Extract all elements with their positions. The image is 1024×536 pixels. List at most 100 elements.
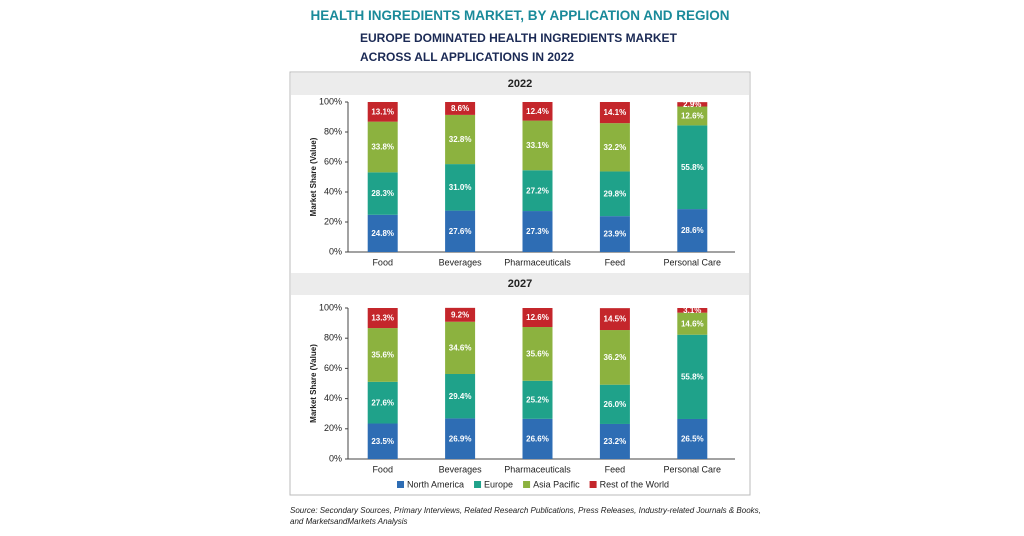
- data-label: 35.6%: [371, 351, 394, 360]
- bar-segment: [599, 123, 630, 172]
- data-label: 26.6%: [526, 435, 549, 444]
- data-label: 28.6%: [681, 226, 704, 235]
- legend-swatch: [474, 481, 482, 488]
- bar-segment: [522, 418, 553, 459]
- chart-header: [291, 73, 749, 95]
- x-tick-label: Beverages: [439, 464, 483, 474]
- y-axis-label: Market Share (Value): [309, 137, 318, 216]
- data-label: 14.1%: [604, 108, 627, 117]
- bar-segment: [522, 120, 553, 171]
- y-tick-label: 60%: [324, 156, 342, 166]
- bar-segment: [522, 308, 553, 328]
- y-tick-label: 100%: [319, 302, 342, 312]
- data-label: 2.9%: [683, 100, 701, 109]
- bar-segment: [599, 423, 630, 459]
- bar-segment: [367, 214, 398, 252]
- bar-segment: [599, 330, 630, 385]
- chart-title: 2022: [508, 78, 532, 90]
- x-tick-label: Beverages: [439, 257, 483, 267]
- data-label: 12.4%: [526, 107, 549, 116]
- data-label: 28.3%: [371, 189, 394, 198]
- y-tick-label: 0%: [329, 453, 342, 463]
- data-label: 9.2%: [451, 310, 469, 319]
- data-label: 12.6%: [681, 112, 704, 121]
- bar-segment: [599, 102, 630, 124]
- data-label: 23.5%: [371, 437, 394, 446]
- bar-segment: [599, 308, 630, 331]
- data-label: 27.6%: [371, 398, 394, 407]
- data-label: 29.8%: [604, 189, 627, 198]
- data-label: 33.1%: [526, 141, 549, 150]
- chart-title: 2027: [508, 278, 532, 290]
- bar-segment: [522, 102, 553, 121]
- data-label: 8.6%: [451, 104, 469, 113]
- legend-swatch: [397, 481, 404, 488]
- legend-label: Asia Pacific: [533, 479, 580, 489]
- bar-segment: [367, 121, 398, 173]
- bar-segment: [445, 307, 476, 322]
- bar-segment: [599, 171, 630, 217]
- y-tick-label: 80%: [324, 126, 342, 136]
- x-tick-label: Food: [372, 464, 393, 474]
- data-label: 14.6%: [681, 319, 704, 328]
- bar-segment: [677, 312, 708, 335]
- chart-header: [291, 273, 749, 295]
- y-tick-label: 40%: [324, 186, 342, 196]
- data-label: 33.8%: [371, 143, 394, 152]
- data-label: 23.9%: [604, 230, 627, 239]
- source-note: Source: Secondary Sources, Primary Inter…: [290, 506, 761, 526]
- bar-segment: [445, 164, 476, 211]
- legend-swatch: [589, 481, 597, 488]
- bar-segment: [445, 373, 476, 419]
- bar-segment: [677, 102, 708, 107]
- x-tick-label: Feed: [605, 257, 626, 267]
- bar-segment: [677, 418, 708, 459]
- data-label: 26.0%: [604, 400, 627, 409]
- data-label: 26.5%: [681, 435, 704, 444]
- bar-segment: [677, 125, 708, 210]
- bar-segment: [599, 216, 630, 252]
- legend-label: Rest of the World: [600, 479, 669, 489]
- bar-segment: [677, 308, 708, 313]
- data-label: 27.3%: [526, 227, 549, 236]
- data-label: 14.5%: [604, 315, 627, 324]
- bar-segment: [367, 381, 398, 424]
- bar-segment: [599, 384, 630, 424]
- bar-segment: [522, 327, 553, 381]
- data-label: 32.2%: [604, 143, 627, 152]
- bar-segment: [367, 328, 398, 382]
- bar-segment: [445, 418, 476, 459]
- data-label: 34.6%: [449, 343, 472, 352]
- y-axis-label: Market Share (Value): [309, 344, 318, 423]
- y-tick-label: 40%: [324, 393, 342, 403]
- x-tick-label: Personal Care: [664, 257, 722, 267]
- data-label: 55.8%: [681, 372, 704, 381]
- y-tick-label: 80%: [324, 333, 342, 343]
- data-label: 55.8%: [681, 163, 704, 172]
- data-label: 36.2%: [604, 353, 627, 362]
- bar-segment: [445, 210, 476, 252]
- page-title: HEALTH INGREDIENTS MARKET, BY APPLICATIO…: [310, 8, 730, 23]
- x-tick-label: Pharmaceuticals: [504, 257, 571, 267]
- bar-segment: [445, 114, 476, 165]
- legend-label: North America: [407, 479, 464, 489]
- x-tick-label: Feed: [605, 464, 626, 474]
- bar-segment: [367, 172, 398, 215]
- x-tick-label: Food: [372, 257, 393, 267]
- x-tick-label: Pharmaceuticals: [504, 464, 571, 474]
- bar-segment: [677, 106, 708, 126]
- data-label: 31.0%: [449, 183, 472, 192]
- legend-swatch: [523, 481, 531, 488]
- bar-segment: [445, 102, 476, 115]
- y-tick-label: 60%: [324, 363, 342, 373]
- data-label: 13.1%: [371, 107, 394, 116]
- legend-label: Europe: [484, 479, 513, 489]
- page-subtitle: EUROPE DOMINATED HEALTH INGREDIENTS MARK…: [360, 31, 677, 64]
- bar-segment: [522, 380, 553, 419]
- data-label: 29.4%: [449, 392, 472, 401]
- y-tick-label: 100%: [319, 96, 342, 106]
- data-label: 24.8%: [371, 229, 394, 238]
- bar-segment: [677, 209, 708, 252]
- bar-segment: [522, 211, 553, 252]
